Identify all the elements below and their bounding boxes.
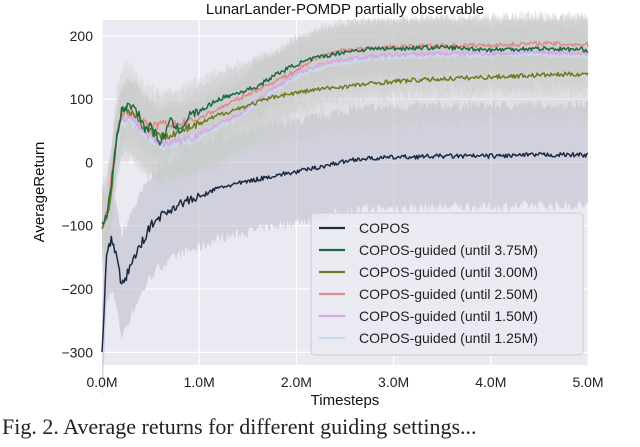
x-tick-label: 4.0M xyxy=(475,374,506,390)
band-0 xyxy=(102,98,588,399)
caption-text: Fig. 2. Average returns for different gu… xyxy=(2,414,477,439)
legend: COPOS COPOS-guided (until 3.75M) COPOS-gui… xyxy=(310,212,584,356)
figure-caption: Fig. 2. Average returns for different gu… xyxy=(0,408,640,447)
y-tick-label: 0 xyxy=(85,154,93,170)
chart-title: LunarLander-POMDP partially observable xyxy=(206,1,484,18)
y-tick-label: 200 xyxy=(70,28,94,44)
series-line-4 xyxy=(101,49,589,231)
legend-label: COPOS-guided (until 1.50M) xyxy=(359,308,538,324)
y-tick-label: 100 xyxy=(70,91,94,107)
x-axis-ticks: 0.0M 1.0M 2.0M 3.0M 4.0M 5.0M xyxy=(86,374,603,390)
band-4 xyxy=(102,13,588,259)
y-axis-ticks: 200 100 0 −100 −200 −300 xyxy=(61,28,93,361)
legend-label: COPOS-guided (until 3.00M) xyxy=(359,264,538,280)
series-line-0 xyxy=(101,151,589,353)
x-tick-label: 0.0M xyxy=(86,374,117,390)
legend-label: COPOS xyxy=(359,220,410,236)
y-tick-label: −100 xyxy=(61,218,93,234)
band-1 xyxy=(102,17,588,253)
legend-box xyxy=(310,212,584,356)
x-tick-label: 2.0M xyxy=(281,374,312,390)
x-tick-label: 3.0M xyxy=(378,374,409,390)
x-axis-label: Timesteps xyxy=(311,392,380,409)
y-axis-label: AverageReturn xyxy=(31,142,48,243)
series-line-1 xyxy=(101,44,589,226)
legend-label: COPOS-guided (until 3.75M) xyxy=(359,242,538,258)
series-line-5 xyxy=(101,51,589,230)
x-tick-label: 5.0M xyxy=(572,374,603,390)
y-tick-label: −300 xyxy=(61,344,93,360)
band-2 xyxy=(102,24,588,272)
legend-label: COPOS-guided (until 2.50M) xyxy=(359,286,538,302)
series-lines xyxy=(101,40,589,353)
legend-label: COPOS-guided (until 1.25M) xyxy=(359,330,538,346)
x-tick-label: 1.0M xyxy=(184,374,215,390)
y-tick-label: −200 xyxy=(61,281,93,297)
